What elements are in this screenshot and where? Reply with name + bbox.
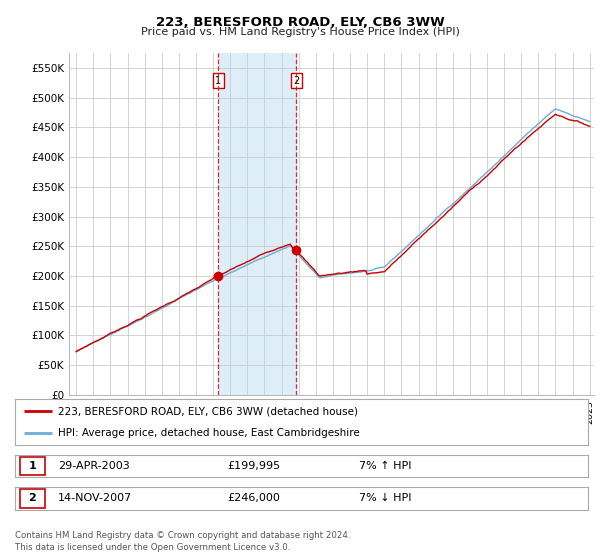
FancyBboxPatch shape bbox=[20, 489, 46, 508]
Text: 1: 1 bbox=[215, 76, 221, 86]
Text: 223, BERESFORD ROAD, ELY, CB6 3WW: 223, BERESFORD ROAD, ELY, CB6 3WW bbox=[155, 16, 445, 29]
Bar bbox=[218, 53, 296, 395]
Text: 29-APR-2003: 29-APR-2003 bbox=[58, 461, 130, 471]
Text: 7% ↑ HPI: 7% ↑ HPI bbox=[359, 461, 412, 471]
Text: £199,995: £199,995 bbox=[227, 461, 280, 471]
Text: 223, BERESFORD ROAD, ELY, CB6 3WW (detached house): 223, BERESFORD ROAD, ELY, CB6 3WW (detac… bbox=[58, 406, 358, 416]
Text: £246,000: £246,000 bbox=[227, 493, 280, 503]
Text: 1: 1 bbox=[28, 461, 36, 471]
FancyBboxPatch shape bbox=[20, 456, 46, 475]
Text: Contains HM Land Registry data © Crown copyright and database right 2024.
This d: Contains HM Land Registry data © Crown c… bbox=[15, 531, 350, 552]
Text: Price paid vs. HM Land Registry's House Price Index (HPI): Price paid vs. HM Land Registry's House … bbox=[140, 27, 460, 37]
Text: 2: 2 bbox=[293, 76, 299, 86]
Text: 7% ↓ HPI: 7% ↓ HPI bbox=[359, 493, 412, 503]
Text: 14-NOV-2007: 14-NOV-2007 bbox=[58, 493, 132, 503]
Text: HPI: Average price, detached house, East Cambridgeshire: HPI: Average price, detached house, East… bbox=[58, 428, 360, 438]
Text: 2: 2 bbox=[28, 493, 36, 503]
